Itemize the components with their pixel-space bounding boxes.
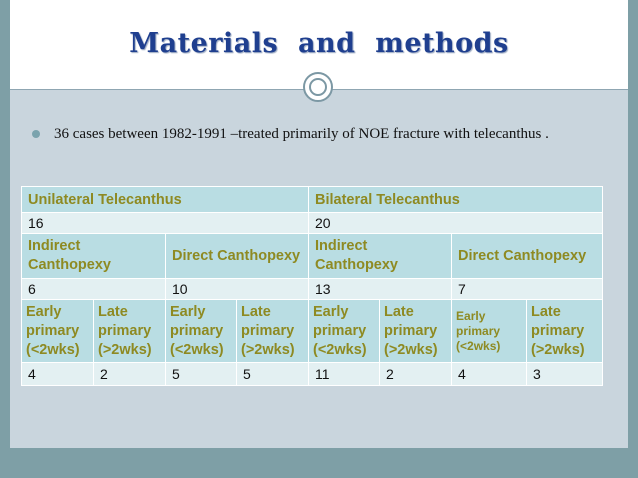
header-cell: Late primary (>2wks) xyxy=(235,299,310,363)
table-row: 4 2 5 5 11 2 4 3 xyxy=(21,362,604,386)
header-cell: Early primary (<2wks) xyxy=(21,299,94,363)
value-cell: 6 xyxy=(21,278,166,300)
header-cell: Early primary (<2wks) xyxy=(165,299,237,363)
header-unilateral: Unilateral Telecanthus xyxy=(20,186,310,213)
table-row: Indirect Canthopexy Direct Canthopexy In… xyxy=(21,233,604,279)
bullet-text: 36 cases between 1982-1991 –treated prim… xyxy=(54,126,549,142)
bottom-band xyxy=(0,448,638,468)
value-cell: 13 xyxy=(308,278,453,300)
value-cell: 2 xyxy=(379,362,453,386)
table-row: 16 20 xyxy=(20,212,604,234)
cases-table: Unilateral Telecanthus Bilateral Telecan… xyxy=(20,186,604,386)
header-cell: Early primary (<2wks) xyxy=(308,299,381,363)
ring-ornament-icon xyxy=(303,72,333,102)
round-bullet-icon xyxy=(32,130,40,138)
bullet-item: 36 cases between 1982-1991 –treated prim… xyxy=(32,124,592,144)
value-cell: 5 xyxy=(235,362,310,386)
value-cell: 4 xyxy=(21,362,94,386)
value-cell: 3 xyxy=(526,362,604,386)
header-cell: Indirect Canthopexy xyxy=(21,233,166,279)
header-cell: Late primary (>2wks) xyxy=(379,299,453,363)
header-cell: Direct Canthopexy xyxy=(164,233,310,279)
table-row: Early primary (<2wks) Late primary (>2wk… xyxy=(21,299,604,363)
header-cell: Direct Canthopexy xyxy=(451,233,604,279)
table-row: Unilateral Telecanthus Bilateral Telecan… xyxy=(20,186,604,213)
table-row: 6 10 13 7 xyxy=(21,278,604,300)
title-header: Materials and methods xyxy=(10,0,628,89)
value-cell: 11 xyxy=(308,362,381,386)
value-cell: 5 xyxy=(165,362,237,386)
slide-title: Materials and methods xyxy=(129,28,509,59)
header-cell: Indirect Canthopexy xyxy=(308,233,453,279)
header-cell: Early primary (<2wks) xyxy=(451,299,528,363)
value-cell: 10 xyxy=(164,278,310,300)
value-cell: 4 xyxy=(451,362,528,386)
count-unilateral: 16 xyxy=(20,212,310,234)
header-cell: Late primary (>2wks) xyxy=(526,299,604,363)
value-cell: 7 xyxy=(451,278,604,300)
count-bilateral: 20 xyxy=(308,212,604,234)
header-bilateral: Bilateral Telecanthus xyxy=(308,186,604,213)
header-cell: Late primary (>2wks) xyxy=(93,299,166,363)
value-cell: 2 xyxy=(93,362,166,386)
